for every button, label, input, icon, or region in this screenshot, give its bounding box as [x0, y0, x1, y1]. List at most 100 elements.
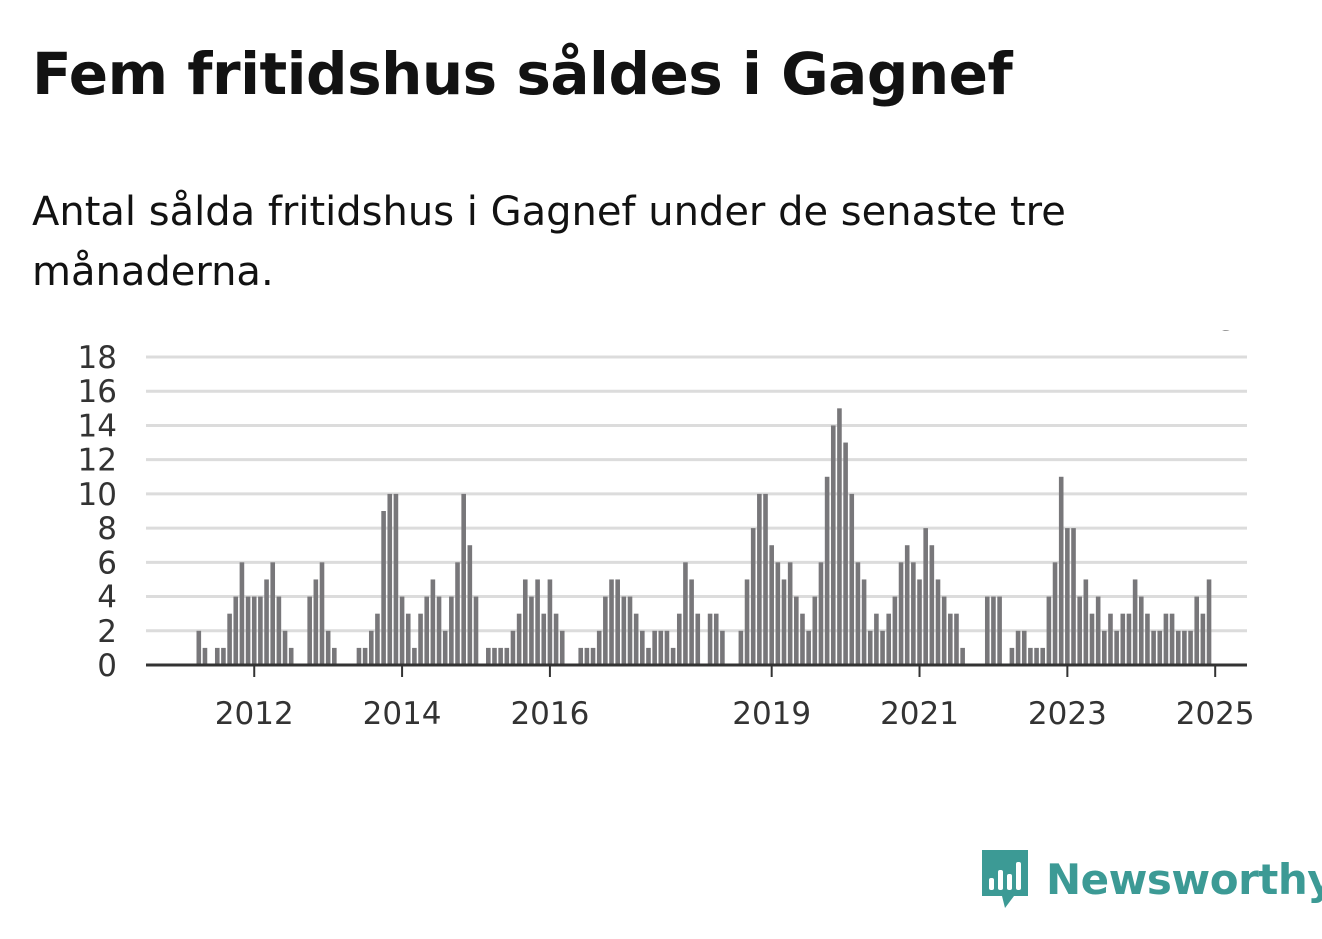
bar [1175, 630, 1181, 665]
bar [405, 613, 411, 665]
y-tick-label: 2 [97, 614, 117, 650]
bar [1182, 630, 1187, 665]
bar [615, 579, 620, 665]
newsworthy-logo[interactable]: Newsworthy [980, 848, 1322, 910]
bar [418, 613, 423, 665]
x-tick-label: 2025 [1176, 696, 1255, 732]
bar [375, 613, 380, 665]
bar [689, 579, 694, 665]
bar [750, 528, 756, 665]
bar [584, 647, 590, 665]
bar [695, 613, 701, 665]
bar [245, 596, 251, 665]
bar [227, 613, 232, 665]
bar [332, 647, 337, 665]
bar [1163, 613, 1169, 665]
brand-name: Newsworthy [1046, 854, 1322, 904]
bar [1188, 630, 1193, 665]
bar [214, 647, 220, 665]
x-tick-label: 2021 [880, 696, 959, 732]
bar [720, 630, 725, 665]
bar [683, 562, 688, 665]
bar [424, 596, 430, 665]
bar [646, 647, 651, 665]
bar [325, 630, 331, 665]
bar [1200, 613, 1206, 665]
bar [855, 562, 861, 665]
bar [1138, 596, 1144, 665]
bar [288, 647, 294, 665]
bar [1040, 647, 1046, 665]
y-tick-label: 8 [97, 511, 117, 547]
bar [270, 562, 276, 665]
bar [430, 579, 436, 665]
y-tick-label: 18 [78, 340, 117, 376]
bar [824, 476, 830, 665]
x-tick-label: 2019 [732, 696, 811, 732]
bar [929, 545, 935, 665]
x-tick-label: 2012 [215, 696, 294, 732]
bar [1015, 630, 1021, 665]
bar [935, 579, 941, 665]
bar [307, 596, 312, 665]
bar [775, 562, 781, 665]
bar [744, 579, 750, 665]
bar [1126, 613, 1132, 665]
bar [911, 562, 916, 665]
bar [559, 630, 565, 665]
bar [670, 647, 676, 665]
bar [1151, 630, 1156, 665]
bar [486, 647, 491, 665]
bar [1028, 647, 1033, 665]
bar [1169, 613, 1175, 665]
bar [658, 630, 664, 665]
bar [535, 579, 540, 665]
bar [461, 493, 466, 665]
bar [553, 613, 559, 665]
bar [1083, 579, 1089, 665]
bar [904, 545, 910, 665]
bar [251, 596, 257, 665]
bar [633, 613, 639, 665]
bar [892, 596, 898, 665]
bar [818, 562, 824, 665]
bar [1046, 596, 1052, 665]
newsworthy-logo-icon [982, 850, 1028, 908]
x-axis: 2012 2014 2016 2019 2021 2023 2025 [146, 663, 1255, 732]
bar [763, 493, 768, 665]
bar [603, 596, 608, 665]
bar [960, 647, 965, 665]
bar [707, 613, 713, 665]
bar [941, 596, 947, 665]
bar [239, 562, 245, 665]
bar [812, 596, 818, 665]
bars [196, 408, 1212, 665]
bar [874, 613, 879, 665]
bar [233, 596, 239, 665]
y-tick-label: 0 [97, 648, 117, 684]
bar [276, 596, 282, 665]
bar [282, 630, 288, 665]
bar [264, 579, 269, 665]
bar [1071, 528, 1076, 665]
bar [984, 596, 990, 665]
y-tick-label: 6 [97, 545, 117, 581]
bar [473, 596, 479, 665]
bar [794, 596, 799, 665]
bar [1077, 596, 1082, 665]
bar [1052, 562, 1058, 665]
bar [221, 647, 226, 665]
bar [1021, 630, 1027, 665]
bar [498, 647, 503, 665]
bar [861, 579, 867, 665]
bar [757, 493, 762, 665]
data-labels: 5 [1218, 330, 1238, 338]
bar [837, 408, 842, 665]
bar [664, 630, 670, 665]
bar [1034, 647, 1039, 665]
bar [529, 596, 534, 665]
bar [923, 528, 928, 665]
bar [676, 613, 682, 665]
